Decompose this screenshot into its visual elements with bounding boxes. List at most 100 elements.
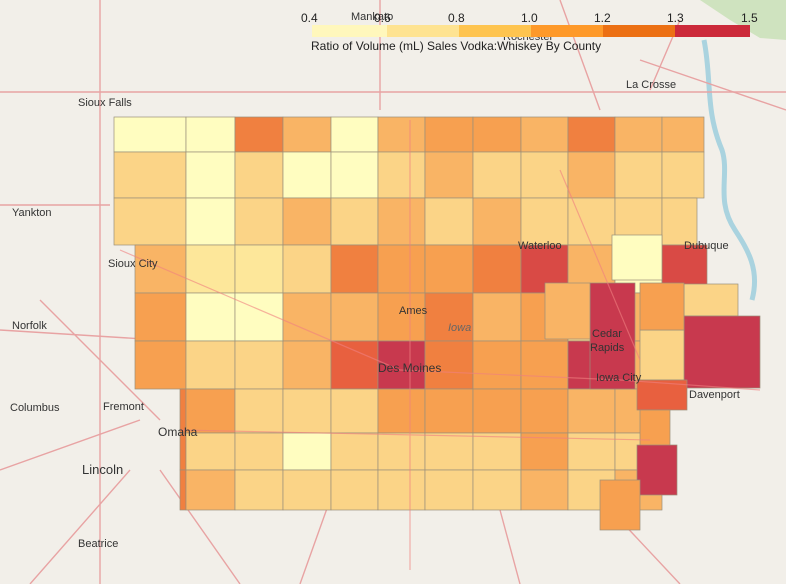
county[interactable] <box>134 292 187 342</box>
county[interactable] <box>330 244 379 294</box>
county[interactable] <box>185 116 236 153</box>
county[interactable] <box>636 379 688 411</box>
county[interactable] <box>611 234 663 281</box>
county[interactable] <box>282 340 332 390</box>
county[interactable] <box>424 151 474 199</box>
county[interactable] <box>639 329 685 381</box>
county-polygons[interactable] <box>113 116 761 531</box>
county[interactable] <box>330 469 379 511</box>
county[interactable] <box>520 388 569 434</box>
county[interactable] <box>567 388 616 434</box>
county[interactable] <box>282 151 332 199</box>
county[interactable] <box>134 244 187 294</box>
county[interactable] <box>234 432 284 471</box>
county[interactable] <box>185 151 236 199</box>
county[interactable] <box>377 244 426 294</box>
county[interactable] <box>234 340 284 390</box>
county[interactable] <box>520 340 569 390</box>
county[interactable] <box>377 340 426 390</box>
county[interactable] <box>185 388 236 434</box>
county[interactable] <box>520 469 569 511</box>
county[interactable] <box>113 151 187 199</box>
county[interactable] <box>472 340 522 390</box>
county[interactable] <box>234 388 284 434</box>
county[interactable] <box>330 151 379 199</box>
county[interactable] <box>589 282 636 390</box>
county[interactable] <box>544 282 591 340</box>
county[interactable] <box>424 340 474 390</box>
county[interactable] <box>179 469 187 511</box>
county[interactable] <box>185 292 236 342</box>
county[interactable] <box>520 432 569 471</box>
county[interactable] <box>424 244 474 294</box>
county[interactable] <box>661 116 705 153</box>
county[interactable] <box>599 479 641 531</box>
county[interactable] <box>639 282 685 331</box>
county[interactable] <box>472 244 522 294</box>
county[interactable] <box>639 409 671 451</box>
county[interactable] <box>282 432 332 471</box>
county[interactable] <box>661 151 705 199</box>
county[interactable] <box>424 292 474 342</box>
county[interactable] <box>424 197 474 246</box>
county[interactable] <box>185 244 236 294</box>
county[interactable] <box>282 292 332 342</box>
county[interactable] <box>113 116 187 153</box>
place-columbus: Columbus <box>10 402 60 414</box>
county[interactable] <box>614 151 663 199</box>
county[interactable] <box>282 469 332 511</box>
county[interactable] <box>185 432 236 471</box>
county[interactable] <box>472 197 522 246</box>
county[interactable] <box>377 292 426 342</box>
county[interactable] <box>472 292 522 342</box>
county[interactable] <box>134 340 187 390</box>
county[interactable] <box>567 151 616 199</box>
county[interactable] <box>661 197 698 246</box>
county[interactable] <box>377 469 426 511</box>
county[interactable] <box>472 151 522 199</box>
county[interactable] <box>424 432 474 471</box>
legend-tick-2: 0.8 <box>448 11 465 25</box>
county[interactable] <box>330 432 379 471</box>
county[interactable] <box>520 116 569 153</box>
county[interactable] <box>282 244 332 294</box>
county[interactable] <box>424 116 474 153</box>
county[interactable] <box>282 116 332 153</box>
county[interactable] <box>185 469 236 511</box>
county[interactable] <box>234 197 284 246</box>
county[interactable] <box>377 432 426 471</box>
county[interactable] <box>330 292 379 342</box>
county[interactable] <box>185 340 236 390</box>
county[interactable] <box>330 340 379 390</box>
county[interactable] <box>330 388 379 434</box>
county[interactable] <box>282 197 332 246</box>
county[interactable] <box>234 151 284 199</box>
county[interactable] <box>683 315 761 389</box>
county[interactable] <box>424 469 474 511</box>
county[interactable] <box>567 116 616 153</box>
county[interactable] <box>377 197 426 246</box>
county[interactable] <box>234 469 284 511</box>
county[interactable] <box>661 244 708 291</box>
county[interactable] <box>234 116 284 153</box>
county[interactable] <box>683 283 739 317</box>
county[interactable] <box>234 244 284 294</box>
county[interactable] <box>330 116 379 153</box>
county[interactable] <box>377 151 426 199</box>
county[interactable] <box>113 197 187 246</box>
county[interactable] <box>472 388 522 434</box>
county[interactable] <box>636 444 678 496</box>
county[interactable] <box>377 388 426 434</box>
county[interactable] <box>185 197 236 246</box>
county[interactable] <box>424 388 474 434</box>
county[interactable] <box>330 197 379 246</box>
county[interactable] <box>472 116 522 153</box>
county[interactable] <box>520 151 569 199</box>
county[interactable] <box>377 116 426 153</box>
county[interactable] <box>472 432 522 471</box>
county[interactable] <box>282 388 332 434</box>
county[interactable] <box>520 197 569 246</box>
county[interactable] <box>472 469 522 511</box>
county[interactable] <box>614 116 663 153</box>
